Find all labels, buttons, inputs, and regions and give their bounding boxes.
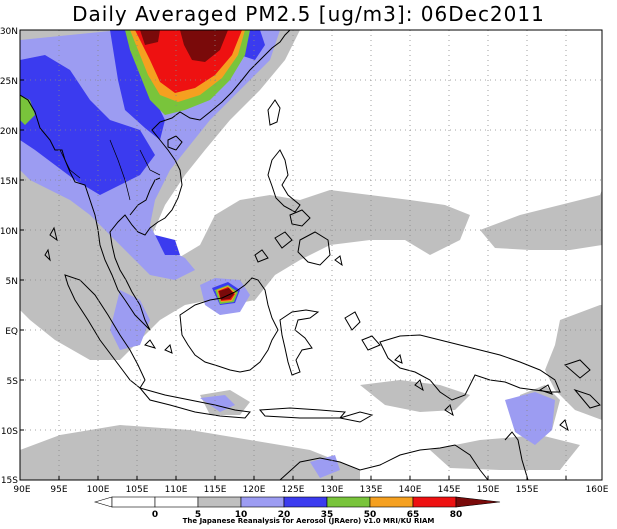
lon-label: 125E <box>282 485 305 495</box>
lon-label: 155E <box>516 485 539 495</box>
legend-swatch-over-80 <box>412 496 457 508</box>
lat-label: 5N <box>6 277 18 287</box>
legend-value: 10 <box>235 510 248 520</box>
longitude-labels: 90E 95E 100E 105E 110E 115E 120E 125E 13… <box>13 485 608 495</box>
lat-label: 10N <box>0 227 18 237</box>
lat-label: EQ <box>5 327 18 337</box>
legend-swatch-50-65 <box>326 496 371 508</box>
lon-label: 120E <box>243 485 266 495</box>
map-frame <box>19 29 603 481</box>
lat-label: 15N <box>0 177 18 187</box>
legend-high-triangle <box>455 496 501 508</box>
legend-value: 0 <box>152 510 158 520</box>
lon-label: 90E <box>13 485 30 495</box>
legend-swatch-0-5 <box>111 496 156 508</box>
concentration-fields <box>20 30 602 480</box>
pm25-over80-dark-field <box>140 30 234 300</box>
latitude-labels: 30N 25N 20N 15N 10N 5N EQ 5S 10S 15S <box>0 27 18 486</box>
graticule <box>20 30 602 480</box>
legend-colorbar <box>93 496 501 508</box>
lon-label: 160E <box>586 485 609 495</box>
lon-label: 140E <box>399 485 422 495</box>
coastlines <box>20 30 601 480</box>
legend-swatch-5-10 <box>154 496 199 508</box>
lon-label: 95E <box>50 485 67 495</box>
legend-value: 65 <box>407 510 420 520</box>
legend-value: 20 <box>278 510 291 520</box>
legend-swatch-20-35 <box>240 496 285 508</box>
lat-label: 5S <box>7 377 19 387</box>
legend-labels: 0 5 10 20 35 50 65 80 <box>152 510 462 520</box>
lon-label: 105E <box>126 485 149 495</box>
map-title: Daily Averaged PM2.5 [ug/m3]: 06Dec2011 <box>72 2 545 26</box>
lon-label: 145E <box>438 485 461 495</box>
lat-label: 30N <box>0 27 18 37</box>
lon-label: 110E <box>165 485 188 495</box>
legend-value: 50 <box>364 510 377 520</box>
axis-ticks <box>20 79 567 480</box>
legend-swatch-10-20 <box>197 496 242 508</box>
lon-label: 150E <box>477 485 500 495</box>
lon-label: 100E <box>87 485 110 495</box>
lat-label: 10S <box>1 427 18 437</box>
lat-label: 15S <box>1 476 18 486</box>
legend-value: 35 <box>321 510 334 520</box>
lon-label: 135E <box>360 485 383 495</box>
lat-label: 20N <box>0 127 18 137</box>
country-borders <box>59 139 161 201</box>
data-credit: The Japanese Reanalysis for Aerosol (JRA… <box>182 517 435 525</box>
legend-swatch-65-80 <box>369 496 414 508</box>
legend-swatch-35-50 <box>283 496 328 508</box>
legend-value: 80 <box>450 510 463 520</box>
legend-low-triangle <box>93 496 113 508</box>
lon-label: 115E <box>204 485 227 495</box>
legend-value: 5 <box>195 510 201 520</box>
lat-label: 25N <box>0 77 18 87</box>
lon-label: 130E <box>321 485 344 495</box>
